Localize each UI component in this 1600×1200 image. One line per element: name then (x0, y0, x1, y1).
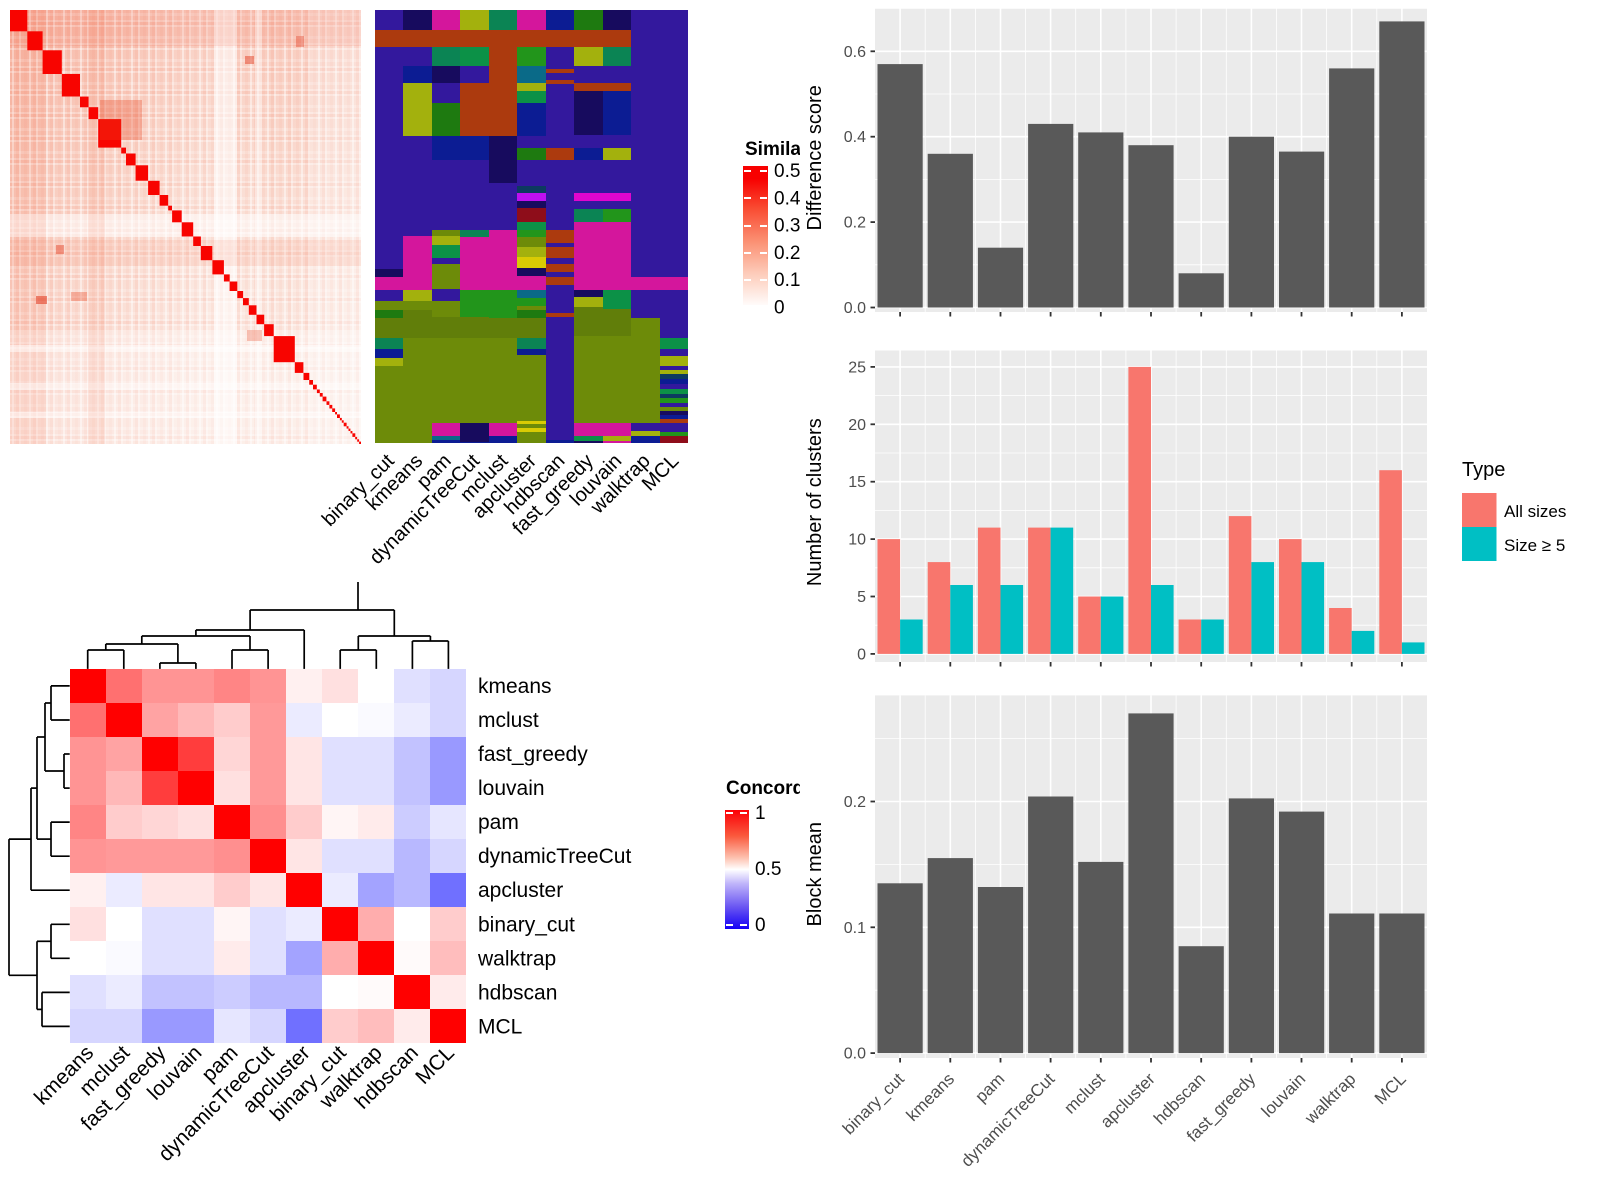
svg-text:Size ≥ 5: Size ≥ 5 (1504, 536, 1565, 555)
svg-text:mclust: mclust (478, 709, 539, 732)
svg-text:0.2: 0.2 (844, 215, 866, 232)
svg-text:Difference score: Difference score (804, 85, 826, 230)
svg-text:5: 5 (857, 589, 866, 606)
svg-text:0.1: 0.1 (844, 920, 866, 937)
svg-text:0.5: 0.5 (774, 161, 800, 182)
svg-text:0.3: 0.3 (774, 216, 800, 237)
svg-text:0.4: 0.4 (774, 188, 801, 209)
svg-text:fast_greedy: fast_greedy (478, 743, 588, 766)
svg-text:0: 0 (774, 298, 785, 319)
svg-text:0.2: 0.2 (774, 243, 800, 264)
svg-text:pam: pam (972, 1069, 1009, 1106)
svg-text:walktrap: walktrap (477, 947, 556, 970)
svg-text:0: 0 (857, 646, 866, 663)
svg-text:0.0: 0.0 (844, 300, 866, 317)
svg-text:MCL: MCL (1371, 1069, 1410, 1108)
svg-text:15: 15 (848, 474, 866, 491)
svg-text:MCL: MCL (478, 1015, 522, 1038)
svg-text:0.0: 0.0 (844, 1046, 866, 1063)
svg-text:Block mean: Block mean (804, 822, 826, 927)
svg-text:All sizes: All sizes (1504, 502, 1566, 521)
svg-text:mclust: mclust (1060, 1069, 1108, 1117)
svg-text:dynamicTreeCut: dynamicTreeCut (478, 845, 631, 868)
svg-text:kmeans: kmeans (903, 1069, 959, 1125)
svg-text:walktrap: walktrap (1301, 1069, 1360, 1128)
svg-text:0.4: 0.4 (844, 129, 866, 146)
svg-text:0.1: 0.1 (774, 270, 800, 291)
svg-text:dynamicTreeCut: dynamicTreeCut (957, 1069, 1058, 1170)
svg-text:Number of clusters: Number of clusters (804, 418, 826, 586)
svg-text:0.6: 0.6 (844, 44, 866, 61)
svg-text:binary_cut: binary_cut (478, 913, 575, 936)
svg-text:25: 25 (848, 359, 866, 376)
svg-text:0.2: 0.2 (844, 794, 866, 811)
svg-text:binary_cut: binary_cut (839, 1069, 908, 1138)
svg-text:hdbscan: hdbscan (478, 981, 557, 1004)
svg-text:louvain: louvain (478, 777, 545, 800)
svg-text:MCL: MCL (411, 1041, 459, 1089)
svg-text:0.5: 0.5 (755, 859, 781, 880)
svg-text:10: 10 (848, 532, 866, 549)
svg-text:20: 20 (848, 417, 866, 434)
svg-text:kmeans: kmeans (478, 675, 552, 698)
svg-text:pam: pam (478, 811, 519, 834)
svg-text:Type: Type (1462, 459, 1505, 481)
svg-text:apcluster: apcluster (478, 879, 563, 902)
svg-text:0: 0 (755, 915, 766, 936)
svg-text:apcluster: apcluster (1097, 1069, 1159, 1131)
svg-text:1: 1 (755, 803, 766, 824)
